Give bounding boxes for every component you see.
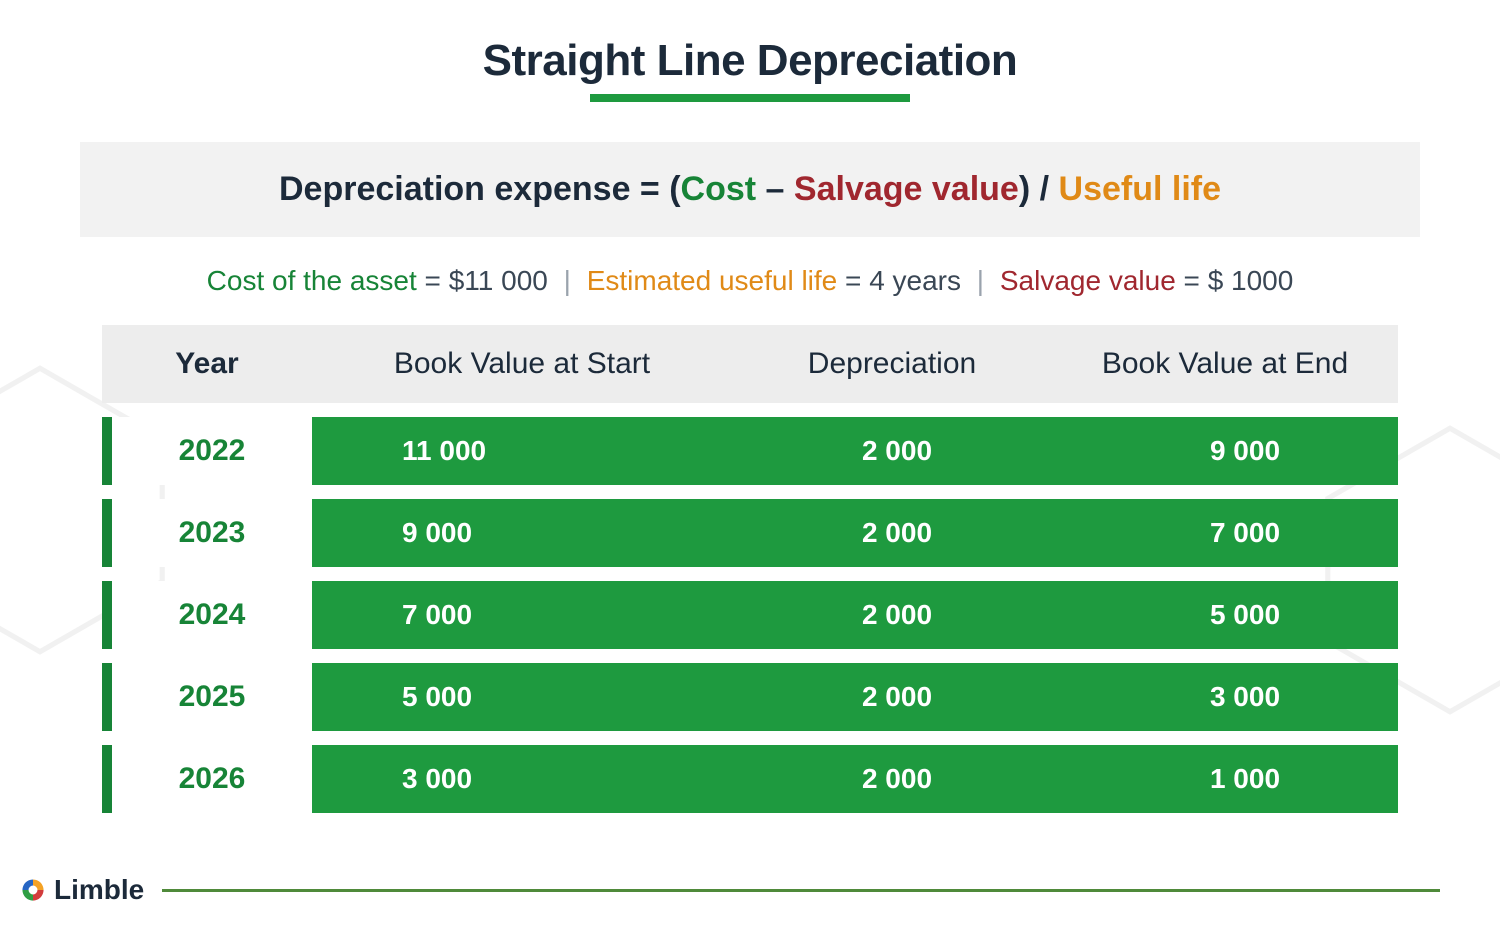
row-year: 2026 [112,745,312,813]
row-year: 2024 [112,581,312,649]
table-header-dep: Depreciation [732,347,1052,381]
table-header-year: Year [102,347,312,381]
row-data-strip: 11 0002 0009 000 [312,417,1398,485]
infographic-container: Straight Line Depreciation Depreciation … [0,0,1500,942]
footer-rule [162,889,1440,892]
row-tick [102,745,112,813]
page-title: Straight Line Depreciation [483,36,1018,86]
row-year: 2025 [112,663,312,731]
formula-prefix: Depreciation expense = ( [279,170,681,208]
cell-depreciation: 2 000 [732,763,1052,795]
assumption-salvage-label: Salvage value [1000,265,1176,296]
row-data-strip: 9 0002 0007 000 [312,499,1398,567]
table-row: 20263 0002 0001 000 [102,745,1398,813]
assumption-salvage-value: $ 1000 [1208,265,1294,296]
row-data-strip: 5 0002 0003 000 [312,663,1398,731]
row-year: 2022 [112,417,312,485]
formula-minus: – [756,170,794,208]
cell-book-value-end: 9 000 [1052,435,1398,467]
table-header-bve: Book Value at End [1052,347,1398,381]
cell-book-value-end: 3 000 [1052,681,1398,713]
row-tick [102,663,112,731]
table-header-row: Year Book Value at Start Depreciation Bo… [102,325,1398,403]
cell-book-value-start: 9 000 [312,517,732,549]
row-data-strip: 7 0002 0005 000 [312,581,1398,649]
assumption-separator: | [977,265,984,296]
formula-close-slash: ) / [1019,170,1059,208]
table-row: 20255 0002 0003 000 [102,663,1398,731]
assumption-cost-value: $11 000 [449,265,548,296]
formula-salvage: Salvage value [794,170,1019,208]
formula-band: Depreciation expense = (Cost – Salvage v… [80,142,1420,237]
table-body: 202211 0002 0009 00020239 0002 0007 0002… [102,417,1398,813]
assumption-eq: = [417,265,449,296]
cell-book-value-start: 5 000 [312,681,732,713]
cell-book-value-end: 7 000 [1052,517,1398,549]
cell-book-value-start: 11 000 [312,435,732,467]
assumptions-line: Cost of the asset = $11 000 | Estimated … [207,265,1294,297]
assumption-useful-label: Estimated useful life [587,265,838,296]
table-header-bvs: Book Value at Start [312,347,732,381]
row-tick [102,417,112,485]
brand-name: Limble [54,874,144,906]
depreciation-table: Year Book Value at Start Depreciation Bo… [102,325,1398,813]
cell-depreciation: 2 000 [732,599,1052,631]
cell-depreciation: 2 000 [732,435,1052,467]
footer: Limble [20,874,1440,906]
brand-gear-icon [20,877,46,903]
assumption-eq: = [1176,265,1208,296]
row-tick [102,499,112,567]
row-data-strip: 3 0002 0001 000 [312,745,1398,813]
row-year: 2023 [112,499,312,567]
cell-book-value-start: 3 000 [312,763,732,795]
row-tick [102,581,112,649]
table-row: 20239 0002 0007 000 [102,499,1398,567]
cell-book-value-end: 5 000 [1052,599,1398,631]
table-row: 202211 0002 0009 000 [102,417,1398,485]
assumption-useful-value: 4 years [869,265,961,296]
assumption-eq: = [837,265,869,296]
title-wrap: Straight Line Depreciation [60,36,1440,102]
assumption-cost-label: Cost of the asset [207,265,417,296]
cell-book-value-end: 1 000 [1052,763,1398,795]
formula-cost: Cost [681,170,757,208]
assumption-separator: | [564,265,571,296]
cell-depreciation: 2 000 [732,517,1052,549]
formula-useful: Useful life [1059,170,1221,208]
brand: Limble [20,874,144,906]
cell-book-value-start: 7 000 [312,599,732,631]
cell-depreciation: 2 000 [732,681,1052,713]
title-underline [590,94,910,102]
table-row: 20247 0002 0005 000 [102,581,1398,649]
